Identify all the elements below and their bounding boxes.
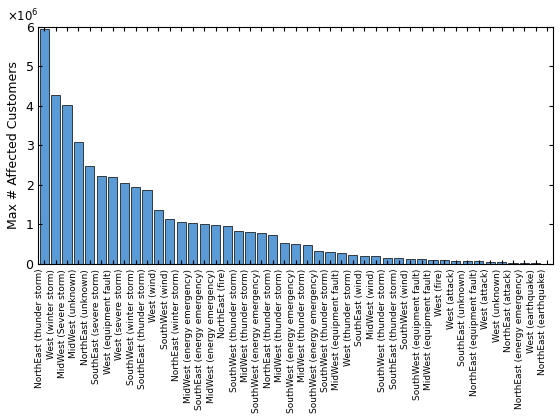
Bar bbox=[486, 262, 494, 264]
Bar bbox=[245, 232, 255, 264]
Bar bbox=[520, 263, 529, 264]
Bar bbox=[428, 260, 437, 264]
Bar bbox=[165, 219, 175, 264]
Bar bbox=[531, 263, 540, 264]
Bar bbox=[268, 235, 277, 264]
Bar bbox=[97, 176, 106, 264]
Bar bbox=[51, 95, 60, 264]
Bar bbox=[222, 226, 232, 264]
Bar bbox=[154, 210, 163, 264]
Bar bbox=[40, 29, 49, 264]
Bar bbox=[142, 190, 152, 264]
Bar bbox=[314, 251, 323, 264]
Bar bbox=[62, 105, 72, 264]
Bar bbox=[85, 165, 95, 264]
Bar bbox=[394, 258, 403, 264]
Bar bbox=[108, 177, 117, 264]
Bar bbox=[348, 255, 357, 264]
Bar bbox=[188, 223, 197, 264]
Bar bbox=[337, 253, 346, 264]
Bar bbox=[302, 245, 312, 264]
Bar bbox=[279, 243, 289, 264]
Bar bbox=[440, 260, 449, 264]
Bar bbox=[371, 257, 380, 264]
Bar bbox=[451, 260, 460, 264]
Bar bbox=[177, 222, 186, 264]
Bar bbox=[497, 262, 506, 264]
Bar bbox=[131, 187, 140, 264]
Bar bbox=[463, 261, 472, 264]
Bar bbox=[211, 225, 220, 264]
Bar bbox=[382, 257, 392, 264]
Text: $\times10^6$: $\times10^6$ bbox=[7, 8, 39, 24]
Bar bbox=[325, 252, 334, 264]
Y-axis label: Max # Affected Customers: Max # Affected Customers bbox=[7, 61, 20, 229]
Bar bbox=[405, 259, 414, 264]
Bar bbox=[291, 244, 300, 264]
Bar bbox=[417, 259, 426, 264]
Bar bbox=[234, 231, 243, 264]
Bar bbox=[360, 256, 369, 264]
Bar bbox=[74, 142, 83, 264]
Bar bbox=[257, 233, 266, 264]
Bar bbox=[474, 261, 483, 264]
Bar bbox=[120, 183, 129, 264]
Bar bbox=[508, 262, 517, 264]
Bar bbox=[199, 224, 209, 264]
